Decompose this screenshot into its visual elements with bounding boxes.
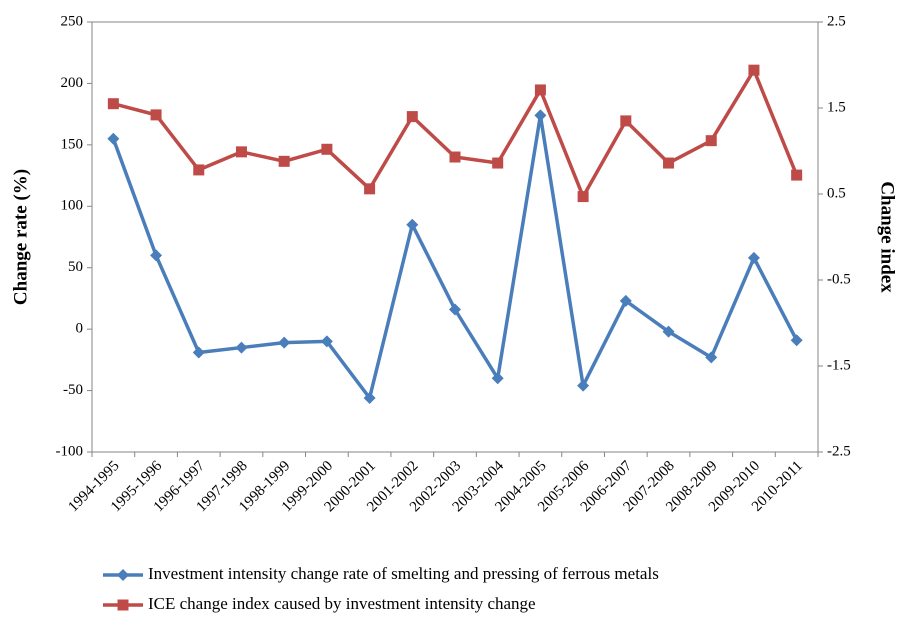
data-point [278,336,291,349]
y2-tick-label: -1.5 [827,357,851,373]
y-tick-label: -100 [56,443,84,459]
data-point [577,191,589,203]
data-point [107,98,119,110]
data-point [107,132,120,145]
legend-label: ICE change index caused by investment in… [148,594,536,613]
data-point [705,351,718,364]
data-point [619,294,632,307]
y2-tick-label: 0.5 [827,185,846,201]
y2-tick-label: -0.5 [827,271,851,287]
y-tick-label: 100 [61,198,84,214]
y2-tick-label: -2.5 [827,443,851,459]
series-line [112,68,799,199]
data-point [747,251,760,264]
y-tick-label: 0 [76,321,84,337]
data-point [235,146,247,158]
data-point [150,109,162,121]
data-point [364,183,376,195]
data-point [363,391,376,404]
y2-tick-label: 2.5 [827,13,846,29]
data-point [662,325,675,338]
legend-marker [117,569,129,581]
data-point [534,84,546,96]
legend-marker [117,599,129,611]
legend-label: Investment intensity change rate of smel… [148,564,659,583]
data-point [320,335,333,348]
data-point [705,135,717,147]
data-point [150,249,163,262]
y2-tick-label: 1.5 [827,99,846,115]
y-tick-label: -50 [63,382,83,398]
y-tick-label: 50 [68,259,83,275]
data-point [663,157,675,169]
data-point [321,143,333,155]
data-point [278,155,290,167]
data-point [791,169,803,181]
data-point [492,157,504,169]
data-point [235,341,248,354]
plot-frame [91,21,819,453]
y-tick-label: 200 [61,75,84,91]
data-point [620,115,632,127]
data-point [193,164,205,176]
data-point [449,151,461,163]
y2-axis-title: Change index [877,181,898,293]
data-point [491,372,504,385]
data-point [534,109,547,122]
y-axis-title: Change rate (%) [10,169,31,305]
y-tick-label: 150 [61,136,84,152]
data-point [192,346,205,359]
data-point [790,334,803,347]
data-point [406,218,419,231]
y-tick-label: 250 [61,13,84,29]
data-point [449,303,461,316]
data-point [406,111,418,123]
data-point [577,379,590,392]
data-point [748,64,760,76]
